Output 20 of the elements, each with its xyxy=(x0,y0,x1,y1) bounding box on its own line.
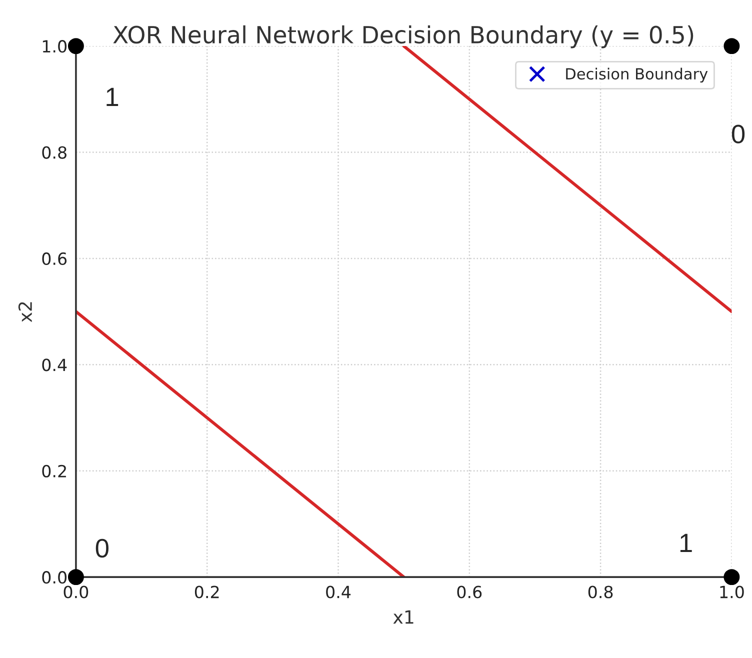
x-tick-label: 0.0 xyxy=(64,586,88,598)
legend-label: Decision Boundary xyxy=(566,68,708,83)
x-tick-label: 0.4 xyxy=(326,586,351,598)
x-tick-label: 1.0 xyxy=(720,586,744,598)
y-tick-label: 0.4 xyxy=(42,358,67,372)
x-tick-label: 0.6 xyxy=(457,586,482,598)
y-tick-label: 0.8 xyxy=(42,146,66,159)
x-tick-label: 0.8 xyxy=(588,586,613,598)
annotation: 1 xyxy=(106,88,118,106)
y-tick-label: 1.0 xyxy=(42,40,67,53)
y-tick-label: 0.0 xyxy=(42,571,67,584)
x-tick-label: 0.2 xyxy=(194,586,219,598)
text: 0 xyxy=(732,124,745,144)
y-tick-label: 0.2 xyxy=(42,464,66,478)
annotation: 1 xyxy=(680,534,692,552)
y-tick-label: 0.6 xyxy=(42,252,67,266)
chart-title: XOR Neural Network Decision Boundary (y = 0.5) xyxy=(113,25,694,48)
annotation: 0 xyxy=(96,538,108,558)
x-axis-title: x1 xyxy=(393,610,414,624)
y-axis-title: x2 xyxy=(18,302,32,322)
